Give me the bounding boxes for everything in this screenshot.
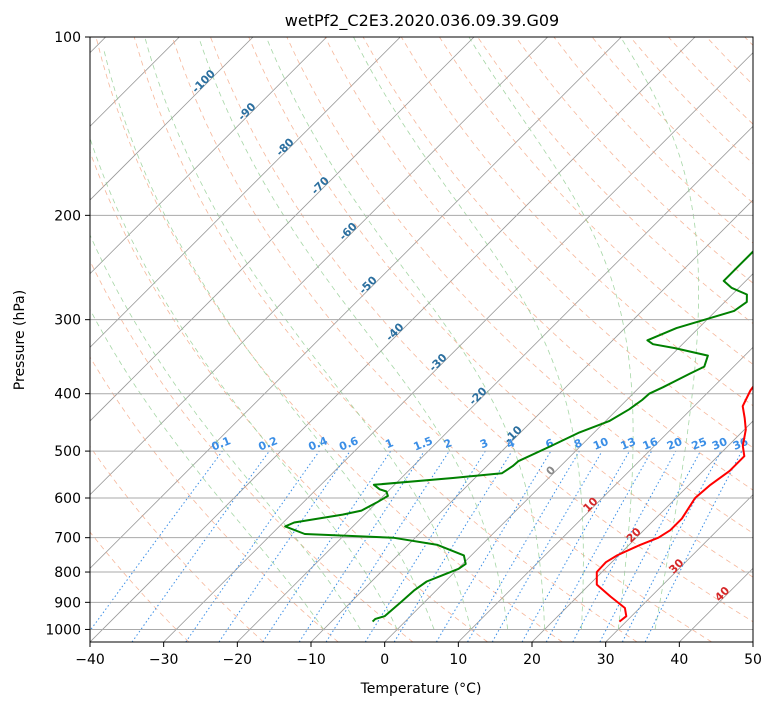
x-tick-label: −30	[149, 652, 179, 668]
x-tick-label: 20	[523, 652, 541, 668]
x-tick-label: −10	[296, 652, 326, 668]
isotherm-line	[90, 37, 401, 348]
y-tick-label: 500	[54, 444, 81, 460]
dry-adiabat-line	[90, 260, 414, 642]
mixing-ratio-line	[218, 450, 351, 642]
y-tick-label: 300	[54, 313, 81, 329]
dry-adiabat-line	[90, 150, 488, 642]
isotherm-line	[163, 52, 753, 642]
mixing-ratio-label: 1	[383, 436, 395, 451]
mixing-ratio-label: 3	[478, 436, 490, 451]
x-axis: −40 −30 −20 −10 0 10 20 30 40 50	[75, 642, 762, 668]
moist-adiabat-line	[468, 37, 634, 630]
y-tick-label: 800	[54, 565, 81, 581]
dry-adiabat-line	[90, 445, 264, 642]
chart-title: wetPf2_C2E3.2020.036.09.39.G09	[285, 11, 559, 31]
x-tick-label: 10	[449, 652, 467, 668]
moist-adiabat-line	[620, 37, 699, 630]
x-tick-label: 0	[380, 652, 389, 668]
isotherm-line	[90, 37, 696, 642]
mixing-ratio-line	[90, 450, 223, 632]
dry-adiabat-line	[439, 37, 753, 365]
dry-adiabat-line	[210, 37, 753, 623]
isotherm-line	[90, 37, 328, 275]
y-axis-label: Pressure (hPa)	[12, 290, 28, 390]
plot-frame	[89, 36, 754, 643]
x-tick-label: 50	[744, 652, 762, 668]
mixing-ratio-label: 36	[731, 435, 750, 453]
x-tick-label: 30	[597, 652, 615, 668]
isotherm-line	[384, 273, 753, 642]
y-tick-label: 600	[54, 491, 81, 507]
dry-adiabat-line	[286, 37, 753, 534]
isotherm-line	[457, 346, 753, 642]
mixing-ratio-line	[393, 450, 513, 642]
dry-adiabat-line	[90, 531, 190, 642]
x-tick-label: −20	[223, 652, 253, 668]
background-lines	[90, 37, 753, 642]
mixing-ratio-label: 16	[641, 435, 660, 453]
dry-adiabat-line	[400, 37, 753, 407]
isotherm-line	[236, 125, 753, 642]
dewpoint-profile-line	[284, 250, 753, 623]
moist-adiabat-line	[198, 37, 509, 630]
moist-adiabat-line	[353, 37, 584, 630]
y-tick-label: 200	[54, 208, 81, 224]
x-tick-label: 40	[670, 652, 688, 668]
mixing-ratio-line	[298, 450, 425, 642]
dry-adiabat-line	[90, 356, 339, 642]
isotherm-line	[605, 494, 753, 642]
pressure-grid	[90, 37, 753, 630]
y-tick-label: 400	[54, 387, 81, 403]
mixing-ratio-label: 25	[690, 435, 709, 453]
mixing-ratio-line	[572, 450, 677, 642]
mixing-ratio-label: 13	[619, 435, 638, 453]
isotherm-line	[90, 37, 180, 127]
moist-adiabat-line	[265, 37, 545, 630]
mixing-ratio-line	[644, 450, 743, 642]
mixing-ratio-label: 10	[591, 435, 610, 453]
dry-adiabat-line	[248, 37, 753, 578]
y-tick-label: 700	[54, 531, 81, 547]
mixing-ratio-label: 20	[665, 435, 684, 453]
y-tick-label: 900	[54, 595, 81, 611]
mixing-ratio-line	[545, 450, 653, 642]
mixing-ratio-line	[521, 450, 630, 642]
mixing-ratio-label: 30	[710, 435, 729, 453]
mixing-ratio-line	[262, 450, 392, 642]
y-tick-label: 100	[54, 30, 81, 46]
temperature-profile-line	[595, 385, 753, 623]
mixing-ratio-label: 2	[442, 436, 454, 451]
isotherm-line	[90, 37, 254, 201]
dry-adiabat-line	[133, 37, 638, 642]
mixing-ratio-line	[131, 450, 270, 642]
x-tick-label: −40	[75, 652, 105, 668]
dry-adiabat-line	[95, 37, 563, 642]
isotherm-line	[90, 37, 475, 422]
isotherm-line	[310, 199, 753, 642]
profile-series	[284, 250, 753, 623]
mixing-ratio-line	[185, 450, 320, 642]
y-tick-label: 1000	[45, 622, 81, 638]
dry-adiabat-line	[515, 37, 753, 284]
mixing-ratio-label: 8	[572, 436, 584, 451]
moist-adiabat-line	[90, 234, 361, 630]
isotherm-line	[90, 37, 622, 569]
mixing-ratio-line	[325, 450, 450, 642]
y-axis: 100 200 300 400 500 600 700 800 900 1000	[45, 30, 90, 638]
isotherm-line	[90, 37, 549, 496]
moist-adiabat-line	[90, 137, 398, 630]
x-axis-label: Temperature (°C)	[360, 681, 482, 697]
moist-adiabat-line	[90, 308, 324, 630]
dry-adiabat-line	[171, 37, 712, 642]
